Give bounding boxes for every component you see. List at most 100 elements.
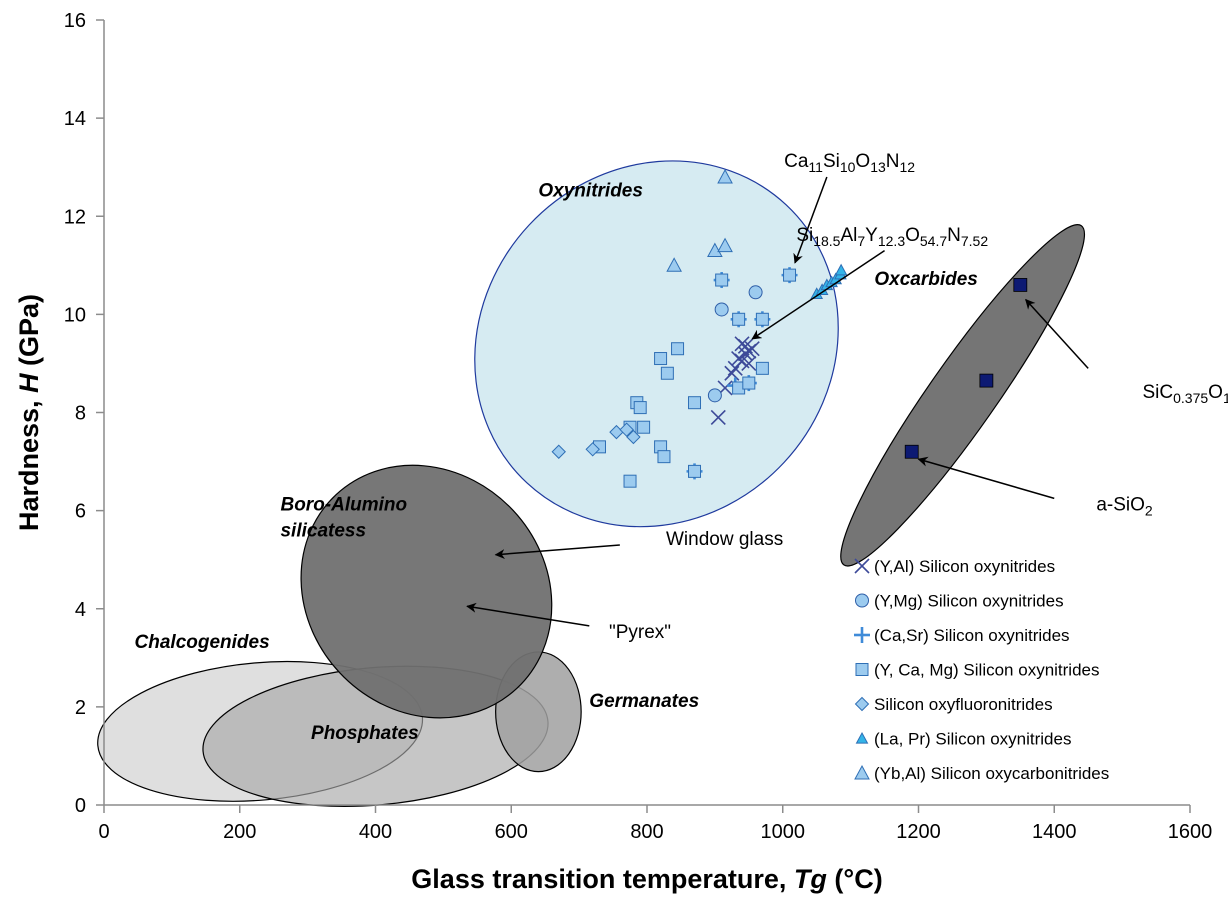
annotation-text-part: O	[1208, 382, 1223, 403]
data-point	[734, 353, 750, 369]
legend-item-ca-sr-silicon-oxynitrides: (Ca,Sr) Silicon oxynitrides	[854, 626, 1070, 645]
region-label-boro-alumino-silicatess: Boro-Alumino silicatess	[280, 495, 407, 542]
y-tick-label: 0	[75, 795, 86, 817]
legend-item-y-al-silicon-oxynitrides: (Y,Al) Silicon oxynitrides	[854, 557, 1055, 576]
data-point	[904, 444, 919, 459]
x-axis-title-part: Tg	[794, 864, 827, 894]
marker-stroke	[734, 353, 750, 369]
data-point	[717, 237, 733, 253]
y-tick-label: 10	[64, 304, 86, 326]
x-axis-title: Glass transition temperature, Tg (°C)	[411, 864, 882, 894]
data-point	[707, 388, 722, 403]
x-axis-title-part: Glass transition temperature,	[411, 864, 794, 894]
data-point	[714, 302, 729, 317]
annotation-text-part: "Pyrex"	[609, 622, 671, 643]
x-tick-label: 1000	[761, 821, 806, 843]
region-label-phosphates: Phosphates	[311, 723, 419, 744]
data-point	[742, 376, 756, 390]
region-label-line: Chalcogenides	[135, 632, 270, 653]
annotation-text-part: 1.25	[1223, 390, 1228, 406]
legend-label: (Y,Mg) Silicon oxynitrides	[874, 592, 1064, 611]
legend-label: (Ca,Sr) Silicon oxynitrides	[874, 626, 1070, 645]
annotation-text-part: Window glass	[666, 529, 783, 550]
annotation-text-part: 7	[857, 233, 865, 249]
data-point	[657, 450, 671, 464]
annotation-text-part: Si	[796, 225, 813, 246]
annotation-arrow-a-sio2	[917, 456, 1055, 500]
marker-stroke	[737, 338, 753, 354]
series-y-mg-silicon-oxynitrides	[707, 285, 763, 403]
region-oxcarbides	[840, 224, 1086, 567]
annotation-label-ca11si10o13n12: Ca11Si10O13N12	[784, 151, 915, 175]
data-point	[979, 373, 994, 388]
data-point	[741, 343, 757, 359]
region-label-line: silicatess	[280, 521, 366, 542]
annotation-text-part: Ca	[784, 151, 809, 172]
marker-stroke	[724, 365, 740, 381]
annotation-text-part: 12	[900, 159, 916, 175]
axes: 0 200 400 600 800 1000 1200 1400 1600 0 2 4 6 8 10 12 14…	[14, 10, 1212, 894]
x-tick-label: 200	[223, 821, 256, 843]
data-point	[710, 409, 726, 425]
annotation-text-part: 11	[808, 159, 823, 175]
x-tick-label: 400	[359, 821, 392, 843]
data-point	[654, 352, 668, 366]
region-label-line: Phosphates	[311, 723, 419, 744]
annotation-arrow-pyrex	[466, 602, 590, 627]
marker-stroke	[741, 355, 757, 372]
data-point	[619, 422, 634, 437]
region-label-line: Germanates	[589, 691, 699, 712]
annotation-text-part: Al	[840, 225, 857, 246]
series-oxycarbides-data	[904, 278, 1028, 459]
data-point	[666, 257, 682, 272]
legend-label: Silicon oxyfluoronitrides	[874, 695, 1053, 714]
y-tick-label: 14	[64, 108, 86, 130]
annotation-label-si18-5al7y12-3o54-7n7-52: Si18.5Al7Y12.3O54.7N7.52	[796, 225, 988, 249]
data-point	[717, 168, 733, 184]
y-tick-label: 8	[75, 403, 86, 425]
data-point	[834, 263, 848, 276]
region-label-germanates: Germanates	[589, 691, 699, 712]
annotation-text-part: 12.3	[878, 233, 905, 249]
data-point	[755, 361, 769, 375]
legend-marker	[854, 764, 870, 780]
annotation-arrow-window-glass	[494, 544, 620, 560]
legend-item-silicon-oxyfluoronitrides: Silicon oxyfluoronitrides	[854, 695, 1053, 714]
y-tick-label: 16	[64, 10, 86, 32]
data-point	[585, 442, 600, 457]
legend-item-yb-al-silicon-oxycarbonitrides: (Yb,Al) Silicon oxycarbonitrides	[854, 764, 1109, 783]
x-tick-label: 1200	[896, 821, 941, 843]
annotation-text-part: Y	[865, 225, 878, 246]
legend: (Y,Al) Silicon oxynitrides (Y,Mg) Silicon…	[854, 557, 1109, 783]
annotation-text-part: Si	[823, 151, 840, 172]
annotation-text-part: 54.7	[920, 233, 947, 249]
y-axis-title-part: (GPa)	[14, 294, 44, 374]
data-point	[732, 312, 746, 326]
annotation-text-part: 10	[840, 159, 856, 175]
data-point	[688, 396, 702, 410]
data-point	[688, 464, 702, 478]
region-label-oxynitrides: Oxynitrides	[538, 181, 643, 202]
data-point	[783, 268, 797, 282]
region-label-line: Boro-Alumino	[280, 495, 407, 516]
region-label-line: Oxcarbides	[874, 269, 978, 290]
annotation-text-part: SiC	[1142, 382, 1173, 403]
annotation-text-part: O	[905, 225, 920, 246]
y-axis-title: Hardness, H (GPa)	[14, 294, 44, 531]
data-point	[551, 444, 566, 459]
region-label-oxcarbides: Oxcarbides	[874, 269, 978, 290]
legend-item-y-ca-mg-silicon-oxynitrides: (Y, Ca, Mg) Silicon oxynitrides	[855, 661, 1100, 680]
legend-label: (La, Pr) Silicon oxynitrides	[874, 730, 1071, 749]
legend-label: (Y, Ca, Mg) Silicon oxynitrides	[874, 661, 1100, 680]
annotation-text-part: N	[947, 225, 961, 246]
legend-item-la-pr-silicon-oxynitrides: (La, Pr) Silicon oxynitrides	[855, 730, 1071, 749]
marker-stroke	[854, 558, 870, 574]
x-tick-label: 600	[495, 821, 528, 843]
annotation-label-window-glass: Window glass	[666, 529, 783, 550]
annotation-text-part: 13	[870, 159, 886, 175]
annotation-arrow-si18-5al7y12-3o54-7n7-52	[751, 249, 885, 340]
legend-marker	[855, 731, 869, 744]
annotation-arrow-ca11si10o13n12	[793, 176, 828, 264]
marker-stroke	[741, 343, 757, 359]
